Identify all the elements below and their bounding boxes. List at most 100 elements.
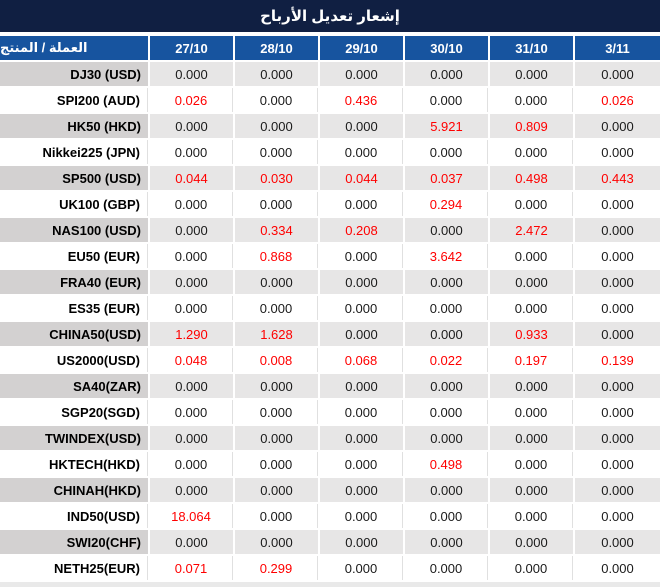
value-cell: 0.000 [320, 426, 403, 450]
value-cell: 0.000 [235, 114, 318, 138]
value-cell: 0.000 [575, 530, 660, 554]
value-cell: 0.000 [235, 270, 318, 294]
value-cell: 0.000 [320, 244, 403, 268]
value-cell: 0.000 [150, 114, 233, 138]
value-cell: 0.299 [235, 556, 318, 580]
value-cell: 0.000 [320, 62, 403, 86]
value-cell: 0.026 [150, 88, 233, 112]
row-label: IND50(USD) [0, 504, 148, 528]
value-cell: 0.000 [405, 478, 488, 502]
value-cell: 0.026 [575, 88, 660, 112]
value-cell: 0.000 [575, 426, 660, 450]
value-cell: 0.139 [575, 348, 660, 372]
table-row: TWINDEX(USD) 0.000 0.000 0.000 0.000 0.000 0.0… [0, 426, 660, 450]
value-cell: 0.000 [320, 140, 403, 164]
row-label: US2000(USD) [0, 348, 148, 372]
value-cell: 0.000 [405, 62, 488, 86]
value-cell: 0.000 [490, 452, 573, 476]
value-cell: 0.000 [150, 478, 233, 502]
value-cell: 0.000 [575, 296, 660, 320]
table-row: US2000(USD) 0.048 0.008 0.068 0.022 0.197 0.13… [0, 348, 660, 372]
value-cell: 0.000 [405, 426, 488, 450]
value-cell: 0.000 [150, 62, 233, 86]
column-header-date: 28/10 [235, 36, 318, 60]
value-cell: 0.000 [150, 140, 233, 164]
value-cell: 0.000 [575, 114, 660, 138]
value-cell: 0.008 [235, 348, 318, 372]
value-cell: 0.000 [405, 88, 488, 112]
value-cell: 0.000 [150, 244, 233, 268]
value-cell: 0.000 [490, 192, 573, 216]
value-cell: 0.436 [320, 88, 403, 112]
value-cell: 0.000 [320, 452, 403, 476]
value-cell: 0.000 [405, 140, 488, 164]
row-label: SP500 (USD) [0, 166, 148, 190]
value-cell: 0.000 [490, 296, 573, 320]
table-row: EU50 (EUR) 0.000 0.868 0.000 3.642 0.000 0.000 [0, 244, 660, 268]
table-row: NAS100 (USD) 0.000 0.334 0.208 0.000 2.472 0.0… [0, 218, 660, 242]
value-cell: 0.000 [490, 62, 573, 86]
table-row: SWI20(CHF) 0.000 0.000 0.000 0.000 0.000 0.000 [0, 530, 660, 554]
value-cell: 0.000 [405, 504, 488, 528]
value-cell: 0.000 [320, 556, 403, 580]
value-cell: 0.000 [235, 478, 318, 502]
value-cell: 0.000 [235, 192, 318, 216]
value-cell: 0.000 [150, 452, 233, 476]
value-cell: 0.000 [320, 478, 403, 502]
value-cell: 0.000 [575, 556, 660, 580]
value-cell: 0.000 [235, 140, 318, 164]
value-cell: 0.000 [235, 504, 318, 528]
value-cell: 0.000 [320, 192, 403, 216]
value-cell: 1.290 [150, 322, 233, 346]
value-cell: 0.000 [320, 322, 403, 346]
row-label: DJ30 (USD) [0, 62, 148, 86]
value-cell: 0.000 [320, 530, 403, 554]
table-header-row: العملة / المنتج 27/10 28/10 29/10 30/10 31/1… [0, 36, 660, 60]
value-cell: 0.868 [235, 244, 318, 268]
row-label: CHINAH(HKD) [0, 478, 148, 502]
value-cell: 0.000 [575, 400, 660, 424]
value-cell: 0.000 [575, 140, 660, 164]
value-cell: 2.472 [490, 218, 573, 242]
value-cell: 0.000 [575, 218, 660, 242]
row-label: UK100 (GBP) [0, 192, 148, 216]
value-cell: 0.000 [490, 478, 573, 502]
table-row: SPI200 (AUD) 0.026 0.000 0.436 0.000 0.000 0.0… [0, 88, 660, 112]
value-cell: 0.294 [405, 192, 488, 216]
row-label: CHINA50(USD) [0, 322, 148, 346]
value-cell: 0.000 [235, 400, 318, 424]
row-label: SPI200 (AUD) [0, 88, 148, 112]
table-row: Nikkei225 (JPN) 0.000 0.000 0.000 0.000 0.000… [0, 140, 660, 164]
table-row: ES35 (EUR) 0.000 0.000 0.000 0.000 0.000 0.000 [0, 296, 660, 320]
column-header-date: 31/10 [490, 36, 573, 60]
column-header-product: العملة / المنتج [0, 36, 148, 60]
bottom-strip [0, 582, 660, 587]
value-cell: 1.628 [235, 322, 318, 346]
table-row: HK50 (HKD) 0.000 0.000 0.000 5.921 0.809 0.000 [0, 114, 660, 138]
table-row: NETH25(EUR) 0.071 0.299 0.000 0.000 0.000 0.00… [0, 556, 660, 580]
value-cell: 0.334 [235, 218, 318, 242]
row-label: EU50 (EUR) [0, 244, 148, 268]
value-cell: 0.000 [320, 374, 403, 398]
value-cell: 0.809 [490, 114, 573, 138]
value-cell: 0.048 [150, 348, 233, 372]
row-label: Nikkei225 (JPN) [0, 140, 148, 164]
value-cell: 0.000 [575, 452, 660, 476]
value-cell: 0.000 [150, 218, 233, 242]
table-row: SP500 (USD) 0.044 0.030 0.044 0.037 0.498 0.44… [0, 166, 660, 190]
value-cell: 0.000 [150, 400, 233, 424]
value-cell: 0.000 [405, 322, 488, 346]
page-title: إشعار تعديل الأرباح [0, 0, 660, 32]
column-header-date: 27/10 [150, 36, 233, 60]
value-cell: 0.000 [320, 504, 403, 528]
row-label: FRA40 (EUR) [0, 270, 148, 294]
column-header-date: 30/10 [405, 36, 488, 60]
value-cell: 0.000 [405, 530, 488, 554]
value-cell: 0.443 [575, 166, 660, 190]
value-cell: 0.068 [320, 348, 403, 372]
value-cell: 5.921 [405, 114, 488, 138]
table-body: DJ30 (USD) 0.000 0.000 0.000 0.000 0.000 0.000… [0, 62, 660, 580]
value-cell: 0.000 [235, 374, 318, 398]
value-cell: 0.071 [150, 556, 233, 580]
row-label: NETH25(EUR) [0, 556, 148, 580]
